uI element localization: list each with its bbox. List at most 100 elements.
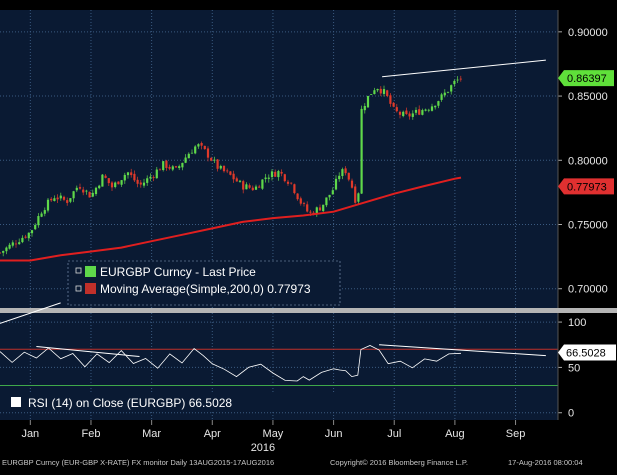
candle-body [382,89,386,94]
candle-body [459,78,462,80]
candle-body [14,243,18,245]
candle-body [334,178,338,190]
legend-anchor-top [75,267,82,274]
panel-divider [0,308,617,313]
candle-body [283,174,286,182]
price-axis-label: 0.90000 [568,27,608,39]
candle-body [434,105,437,108]
candle-body [232,173,235,180]
month-label: Jul [387,428,401,440]
candle-body [178,166,181,169]
candle-body [8,244,11,249]
candle-body [162,161,165,170]
candle-body [136,179,139,184]
candle-body [430,106,434,111]
price-panel[interactable] [0,59,546,324]
candle-body [59,195,62,199]
rsi-axis-label: 50 [568,362,580,374]
candle-body [142,182,146,186]
candle-body [168,166,171,169]
candle-body [101,174,104,187]
candle-body [114,182,117,188]
rsi-panel[interactable] [0,344,558,387]
candle-body [123,174,126,181]
candle-body [379,88,382,94]
candle-body [347,172,350,180]
legend-label: EURGBP Curncy - Last Price [100,265,256,279]
rsi-legend: RSI (14) on Close (EURGBP) 66.5028 [0,393,385,412]
price-panel-background [0,10,558,308]
candle-body [158,169,162,171]
candle-body [366,95,370,108]
candle-body [46,199,50,211]
candle-body [254,186,258,190]
candle-body [184,157,187,163]
candle-body [200,143,203,146]
candle-body [229,171,232,175]
year-label: 2016 [251,442,275,454]
moving-average-tag-shape [558,178,614,195]
price-axis-label: 0.70000 [568,284,608,296]
month-label: Jun [325,428,343,440]
price-axis-label: 0.85000 [568,91,608,103]
candle-body [402,111,405,117]
candle-body [133,173,136,181]
axis-layer: Jan Feb Mar Apr May Jun Jul Aug Sep 2016 0.70000 0.… [21,10,616,454]
candle-body [50,198,53,201]
candle-body [450,85,453,92]
candle-body [328,194,331,198]
candle-body [110,182,114,188]
month-label: Mar [142,428,161,440]
candle-body [290,182,293,184]
candle-body [34,224,37,230]
candle-body [248,185,251,188]
price-trend-line [382,59,546,78]
moving-average-tag: 0.77973 [558,178,614,195]
candle-body [392,102,395,107]
candle-body [389,95,392,104]
candle-body [171,166,174,170]
candle-body [350,180,354,188]
candle-body [363,105,366,111]
candle-body [376,89,379,91]
candle-body [104,175,107,178]
candle-body [226,170,229,172]
month-label: Sep [506,428,526,440]
moving-average-tag-text: 0.77973 [567,181,607,193]
footer-timestamp: 17-Aug-2016 08:00:04 [508,458,583,467]
candle-body [194,146,197,154]
candle-body [354,186,357,203]
candle-body [370,94,373,96]
month-label: Feb [81,428,100,440]
candle-body [411,113,414,117]
candle-body [203,145,206,150]
candle-body [331,190,334,195]
candle-body [251,187,254,191]
candle-body [395,107,398,112]
candle-body [302,203,306,204]
candle-body [418,109,421,115]
candle-body [53,198,56,201]
candle-body [11,242,14,246]
candle-body [88,191,91,198]
candle-body [261,179,264,189]
candle-body [181,162,184,168]
candle-body [456,79,459,81]
candle-body [446,91,450,93]
candle-body [139,182,142,185]
footer-copyright: Copyright© 2016 Bloomberg Finance L.P. [330,458,468,467]
candle-body [174,166,178,168]
rsi-axis-label: 0 [568,408,574,420]
candle-body [408,113,411,117]
candle-body [197,144,200,147]
candle-body [315,207,318,215]
rsi-axis-label: 100 [568,317,586,329]
candle-body [258,186,261,188]
candle-body [235,178,238,182]
candle-body [219,165,222,169]
candle-body [222,165,226,172]
candle-body [94,187,98,195]
candle-body [91,192,94,197]
candle-body [325,197,328,206]
